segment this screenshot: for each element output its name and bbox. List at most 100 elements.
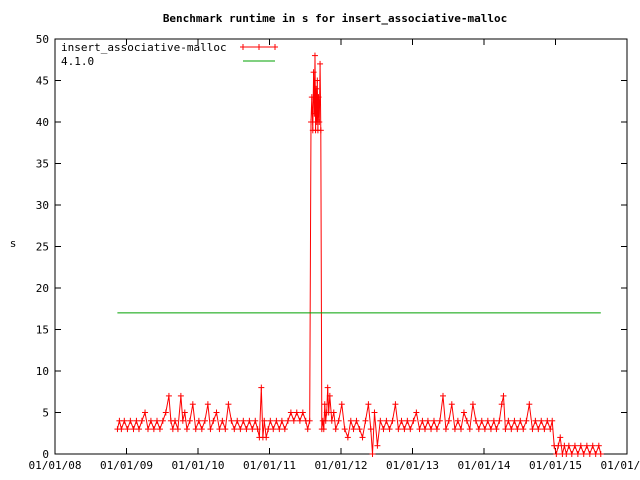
data-point bbox=[201, 417, 208, 424]
y-axis-label: s bbox=[10, 237, 17, 250]
data-point bbox=[514, 426, 521, 433]
data-point bbox=[563, 451, 570, 457]
x-tick-label: 01/01/14 bbox=[458, 459, 511, 472]
data-point bbox=[338, 401, 345, 408]
data-point bbox=[308, 119, 315, 125]
series-layer bbox=[114, 52, 604, 457]
y-tick-label: 5 bbox=[42, 407, 49, 420]
data-point bbox=[195, 417, 202, 424]
data-point bbox=[311, 110, 318, 117]
data-point bbox=[392, 401, 399, 408]
data-point bbox=[293, 409, 300, 416]
data-point bbox=[493, 426, 500, 433]
data-point bbox=[436, 417, 443, 424]
data-point bbox=[320, 426, 327, 433]
data-point bbox=[374, 442, 381, 449]
data-point bbox=[210, 417, 217, 424]
data-point bbox=[204, 401, 211, 408]
data-point bbox=[213, 409, 220, 416]
data-point bbox=[326, 392, 333, 399]
data-point bbox=[377, 417, 384, 424]
data-point bbox=[243, 426, 250, 433]
data-point bbox=[448, 401, 455, 408]
data-point bbox=[490, 417, 497, 424]
data-point bbox=[304, 426, 311, 433]
data-point bbox=[317, 60, 324, 67]
data-point bbox=[281, 426, 288, 433]
data-point bbox=[484, 417, 491, 424]
data-point bbox=[557, 434, 564, 441]
data-point bbox=[219, 417, 226, 424]
series-line-insert-associative-malloc bbox=[116, 55, 602, 456]
data-point bbox=[386, 426, 393, 433]
data-point bbox=[171, 417, 178, 424]
data-point bbox=[416, 426, 423, 433]
data-point bbox=[481, 426, 488, 433]
data-point bbox=[401, 426, 408, 433]
data-point bbox=[577, 442, 584, 449]
data-point bbox=[595, 442, 602, 449]
data-point bbox=[496, 417, 503, 424]
x-axis: 01/01/08 01/01/09 01/01/10 01/01/11 01/01/12… bbox=[29, 39, 640, 472]
data-point bbox=[371, 409, 378, 416]
data-point bbox=[254, 426, 261, 433]
data-point bbox=[487, 426, 494, 433]
data-point bbox=[463, 417, 470, 424]
data-point bbox=[565, 442, 572, 449]
data-point bbox=[568, 451, 575, 457]
data-point bbox=[523, 417, 530, 424]
data-point bbox=[198, 426, 205, 433]
data-point bbox=[270, 426, 277, 433]
y-tick-label: 20 bbox=[36, 282, 49, 295]
data-point bbox=[258, 384, 265, 391]
data-point bbox=[430, 417, 437, 424]
data-point bbox=[246, 417, 253, 424]
data-point bbox=[237, 426, 244, 433]
data-point bbox=[517, 417, 524, 424]
data-point bbox=[424, 417, 431, 424]
data-point bbox=[356, 426, 363, 433]
data-point bbox=[276, 426, 283, 433]
data-point bbox=[147, 417, 154, 424]
data-point bbox=[433, 426, 440, 433]
y-tick-label: 25 bbox=[36, 241, 49, 254]
x-tick-label: 01/01/09 bbox=[100, 459, 153, 472]
data-point bbox=[413, 409, 420, 416]
data-point bbox=[571, 442, 578, 449]
data-point bbox=[419, 417, 426, 424]
data-point bbox=[472, 417, 479, 424]
data-point bbox=[222, 426, 229, 433]
legend-label-4-1-0: 4.1.0 bbox=[61, 55, 94, 68]
data-point bbox=[341, 426, 348, 433]
data-point bbox=[547, 426, 554, 433]
data-point bbox=[325, 409, 332, 416]
data-point bbox=[407, 426, 414, 433]
data-point bbox=[583, 442, 590, 449]
data-point bbox=[150, 426, 157, 433]
data-point bbox=[365, 401, 372, 408]
data-point bbox=[324, 384, 331, 391]
data-point bbox=[189, 401, 196, 408]
data-point bbox=[179, 417, 186, 424]
legend-swatch-insert-associative-malloc bbox=[240, 44, 278, 50]
data-point bbox=[369, 451, 376, 457]
data-point bbox=[284, 417, 291, 424]
data-point bbox=[249, 426, 256, 433]
data-point bbox=[138, 417, 145, 424]
data-point bbox=[511, 417, 518, 424]
data-point bbox=[296, 417, 303, 424]
data-point bbox=[580, 451, 587, 457]
data-point bbox=[359, 434, 366, 441]
y-tick-label: 10 bbox=[36, 365, 49, 378]
data-point bbox=[457, 426, 464, 433]
data-point bbox=[144, 426, 151, 433]
data-point bbox=[156, 426, 163, 433]
data-point bbox=[316, 119, 323, 125]
y-tick-label: 0 bbox=[42, 448, 49, 461]
data-point bbox=[353, 417, 360, 424]
data-point bbox=[502, 426, 509, 433]
data-point bbox=[231, 426, 238, 433]
data-point bbox=[186, 417, 193, 424]
data-point bbox=[153, 417, 160, 424]
data-point bbox=[478, 417, 485, 424]
